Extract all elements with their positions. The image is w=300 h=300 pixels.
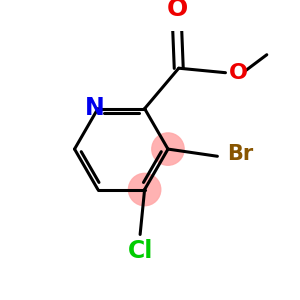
Text: O: O [166,0,188,21]
Text: N: N [85,96,105,120]
Text: Cl: Cl [128,238,153,262]
Text: O: O [229,63,247,83]
Text: Br: Br [228,145,254,164]
Circle shape [128,173,161,206]
Circle shape [152,133,184,165]
